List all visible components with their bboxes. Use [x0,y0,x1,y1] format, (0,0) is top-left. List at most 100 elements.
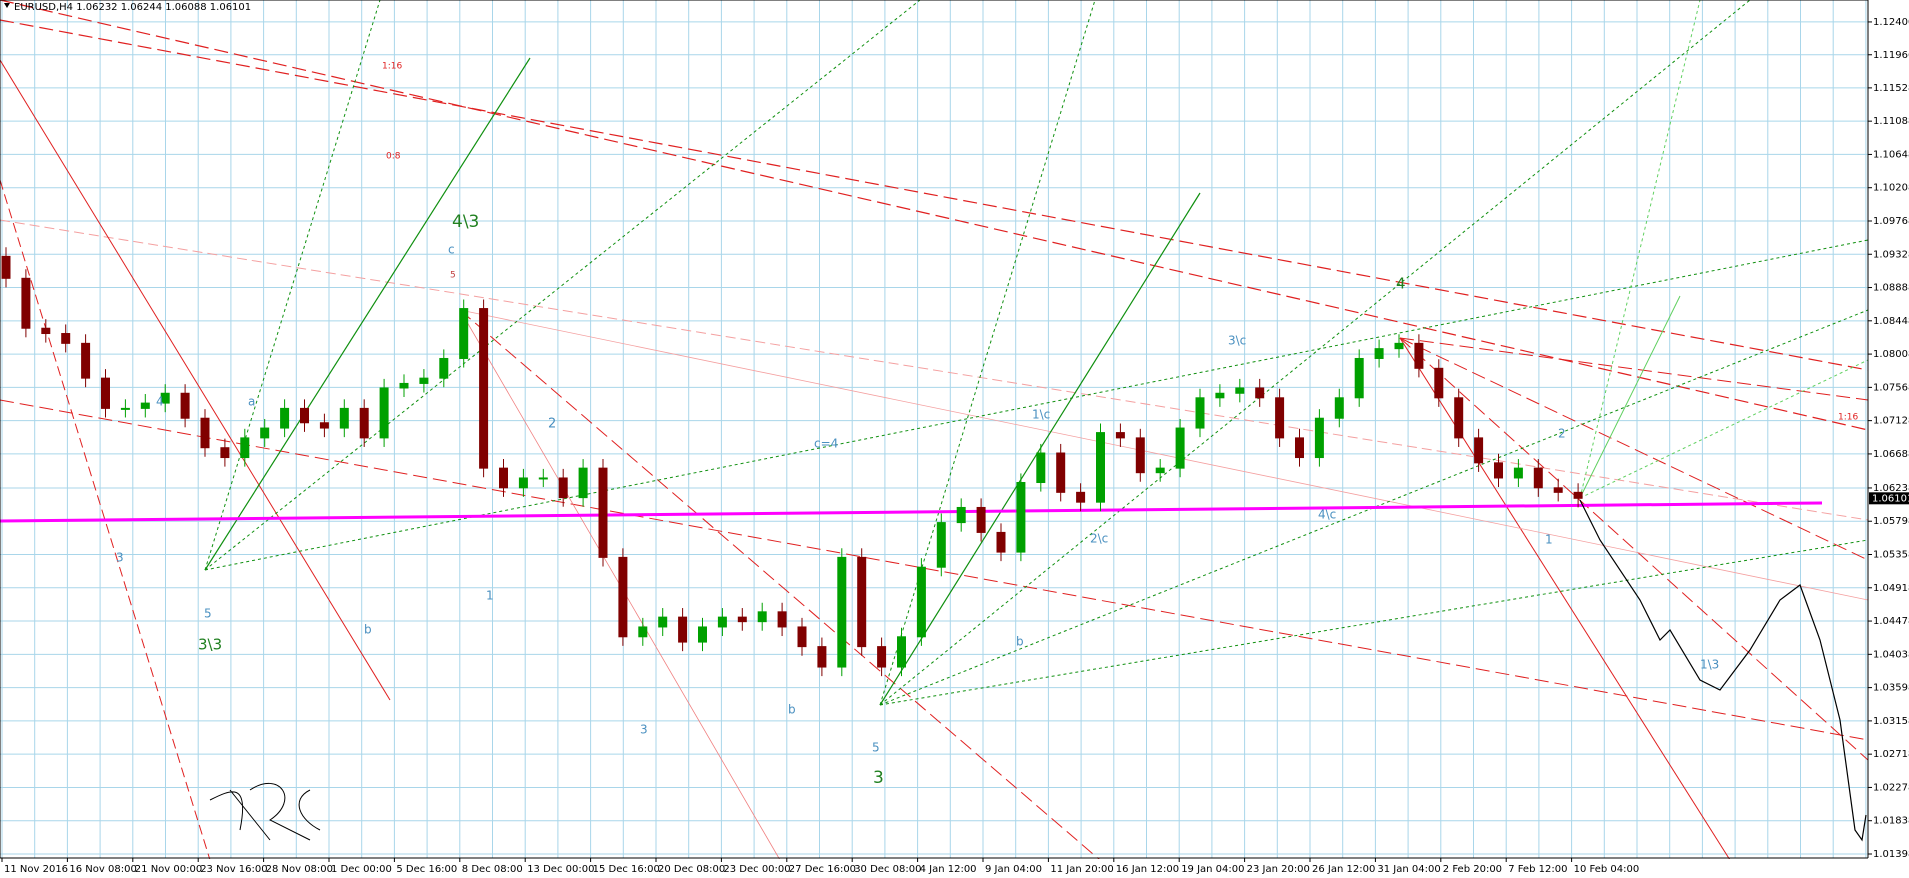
y-tick-label: 1.04038 [1873,649,1909,660]
x-tick-label: 4 Jan 12:00 [920,864,977,875]
candle-body [976,506,986,533]
current-price-box [1869,492,1909,505]
candle-body [757,611,767,623]
x-tick-label: 27 Dec 16:00 [789,864,856,875]
y-tick-label: 1.08448 [1873,316,1909,327]
wave-label: b [1016,635,1024,649]
candle-body [1494,462,1503,479]
candle-body [1235,387,1245,394]
wave-label: a [248,395,255,409]
candle-body [1573,491,1583,499]
price-axis [1868,0,1909,878]
wave-label: 1 [486,589,494,603]
candle-body [1195,397,1205,429]
menu-arrow[interactable] [4,3,10,8]
candle-body [81,342,91,379]
axes: 1.12400 1.11966 1.11528 1.11088 1.10648 1.102… [1,17,1909,875]
candle-body [598,467,608,558]
x-tick-label: 23 Jan 20:00 [1247,864,1310,875]
candle-body [777,611,787,628]
wave-label: 3 [640,723,648,737]
drawings [0,0,1869,861]
candle-body [837,556,847,668]
wave-label: 1\c [1032,408,1050,422]
candle-body [1434,367,1444,399]
candle-body [618,556,628,638]
y-tick-label: 1.11966 [1873,50,1909,61]
candle-body [857,556,867,648]
candle-body [399,382,409,389]
x-tick-label: 26 Jan 12:00 [1312,864,1375,875]
x-tick-label: 28 Nov 08:00 [266,864,333,875]
candle-body [1016,482,1026,553]
y-tick-label: 1.10648 [1873,149,1909,160]
wave-label: b [364,623,372,637]
candle-body [479,308,489,469]
candle-body [120,407,130,410]
wave-label: 4\3 [452,212,479,232]
candle-body [936,522,946,568]
x-tick-label: 20 Dec 08:00 [658,864,725,875]
candle-body [538,477,548,480]
wave-label: c [448,243,455,257]
candle-body [518,477,528,489]
x-tick-label: 16 Nov 08:00 [69,864,136,875]
y-tick-label: 1.11528 [1873,83,1909,94]
candles [1,247,1583,677]
fib-label: 0:8 [386,152,401,162]
candle-body [698,626,707,643]
candle-body [658,616,668,628]
y-tick-label: 1.11088 [1873,116,1909,127]
wave-label: 2\c [1090,532,1108,546]
wave-label: 5 [872,741,880,755]
candle-body [877,646,887,668]
candle-body [379,387,389,439]
wave-label: 4 [156,395,164,409]
y-tick-label: 1.04478 [1873,616,1909,627]
grid [0,0,1868,858]
current-price-label: 1.06101 [1872,493,1909,504]
y-tick-label: 1.06238 [1873,483,1909,494]
candle-body [1135,437,1145,474]
wave-label: c=4 [814,437,838,451]
y-tick-label: 1.02278 [1873,782,1909,793]
wave-label: 3 [873,768,884,788]
candle-body [1115,432,1125,439]
candle-body [1036,452,1046,484]
candle-body [678,616,688,643]
candle-body [220,447,230,459]
y-tick-label: 1.08008 [1873,349,1909,360]
candle-body [1394,342,1404,350]
wave-label: 2 [548,417,556,432]
candle-body [240,437,250,459]
y-tick-label: 1.03598 [1873,683,1909,694]
x-tick-label: 13 Dec 00:00 [527,864,594,875]
wave-label: 4\c [1318,508,1336,522]
candle-body [1175,427,1185,469]
x-tick-label: 10 Feb 04:00 [1574,864,1640,875]
candle-body [1295,437,1304,459]
y-tick-label: 1.09768 [1873,216,1909,227]
candle-body [260,427,270,439]
x-tick-label: 31 Jan 04:00 [1377,864,1440,875]
candle-body [817,646,827,668]
time-axis [0,859,1868,878]
y-tick-label: 1.10208 [1873,183,1909,194]
candle-body [499,467,508,489]
candle-body [1414,342,1424,369]
candle-body [558,477,568,499]
wave-label: 3\3 [198,636,222,654]
wave-label: 4 [1396,275,1406,293]
candle-body [638,626,648,638]
candle-body [1076,491,1086,503]
candle-body [897,636,906,668]
y-tick-label: 1.09328 [1873,249,1909,260]
candle-body [459,308,469,359]
wave-label: 3\c [1228,334,1246,348]
candle-body [21,277,31,329]
candle-body [419,377,429,384]
candle-body [439,357,449,379]
fib-label: 1:16 [1838,413,1858,423]
